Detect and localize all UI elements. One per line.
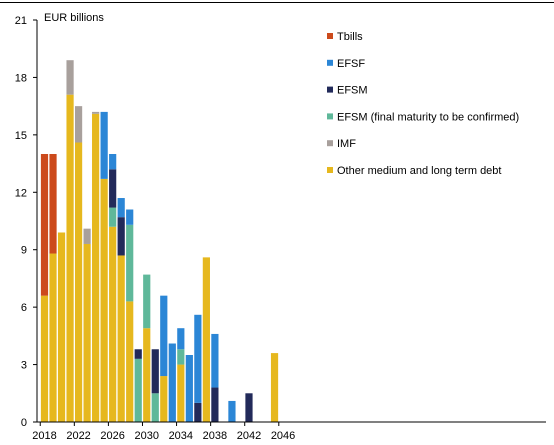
bar-2027-efsm [118, 217, 125, 255]
bar-2045-other-medium-and-long-term-debt [271, 353, 278, 422]
bar-2022-other-medium-and-long-term-debt [75, 143, 82, 422]
legend: Tbills EFSF EFSM EFSM (final maturity to be… [327, 31, 519, 177]
bar-2034-other-medium-and-long-term-debt [177, 365, 184, 422]
bar-2018-tbills [41, 154, 48, 296]
bar-2023-other-medium-and-long-term-debt [84, 244, 91, 422]
bar-2019-other-medium-and-long-term-debt [49, 254, 56, 422]
x-tick-label-2026: 2026 [100, 430, 124, 442]
legend-swatch-efsf [327, 60, 333, 66]
bar-2030-efsm-final-maturity-to-be-confirmed [143, 275, 150, 329]
y-tick-label-0: 0 [21, 417, 27, 429]
bar-2025-other-medium-and-long-term-debt [101, 179, 108, 422]
bar-2042-efsm [245, 393, 252, 422]
legend-label-other-medium-and-long-term-debt: Other medium and long term debt [337, 165, 501, 177]
y-tick-label-6: 6 [21, 302, 27, 314]
bars-layer [41, 60, 278, 422]
bar-2030-other-medium-and-long-term-debt [143, 328, 150, 422]
bar-2037-other-medium-and-long-term-debt [203, 257, 210, 422]
bar-2027-other-medium-and-long-term-debt [118, 255, 125, 422]
x-tick-label-2018: 2018 [32, 430, 56, 442]
legend-label-efsm-final-maturity-to-be-confirmed: EFSM (final maturity to be confirmed) [337, 111, 519, 123]
legend-swatch-imf [327, 140, 333, 146]
bar-2034-efsm-final-maturity-to-be-confirmed [177, 349, 184, 364]
bar-2026-efsm [109, 169, 116, 207]
x-tick-label-2046: 2046 [271, 430, 295, 442]
legend-swatch-other-medium-and-long-term-debt [327, 167, 333, 173]
bar-2028-other-medium-and-long-term-debt [126, 301, 133, 422]
bar-2026-efsm-final-maturity-to-be-confirmed [109, 208, 116, 227]
bar-2020-other-medium-and-long-term-debt [58, 232, 65, 422]
bar-2027-efsf [118, 198, 125, 217]
bar-2018-other-medium-and-long-term-debt [41, 296, 48, 422]
bar-2029-efsm [135, 349, 142, 359]
y-tick-label-15: 15 [15, 130, 27, 142]
x-tick-label-2022: 2022 [66, 430, 90, 442]
bar-2024-other-medium-and-long-term-debt [92, 114, 99, 422]
bar-2021-imf [66, 60, 73, 94]
legend-swatch-tbills [327, 33, 333, 39]
y-tick-label-18: 18 [15, 72, 27, 84]
bar-2019-tbills [49, 154, 56, 254]
x-tick-label-2034: 2034 [169, 430, 193, 442]
bar-2025-efsf [101, 112, 108, 179]
bar-2038-efsm [211, 388, 218, 422]
x-tick-label-2030: 2030 [134, 430, 158, 442]
bar-2028-efsm-final-maturity-to-be-confirmed [126, 225, 133, 302]
bar-2031-efsm-final-maturity-to-be-confirmed [152, 393, 159, 422]
bar-2036-efsm [194, 403, 201, 422]
bar-2021-other-medium-and-long-term-debt [66, 95, 73, 422]
bar-2035-efsf [186, 355, 193, 422]
bar-2024-imf [92, 112, 99, 114]
bar-2034-efsf [177, 328, 184, 349]
legend-label-tbills: Tbills [337, 31, 363, 43]
bar-2033-efsf [169, 344, 176, 422]
bar-2026-other-medium-and-long-term-debt [109, 227, 116, 422]
legend-label-efsf: EFSF [337, 58, 365, 70]
bar-2023-imf [84, 229, 91, 244]
bar-2040-efsf [228, 401, 235, 422]
bar-2032-efsf [160, 296, 167, 376]
y-axis-title: EUR billions [44, 12, 104, 24]
legend-swatch-efsm [327, 87, 333, 93]
x-tick-label-2038: 2038 [203, 430, 227, 442]
bar-2038-efsf [211, 334, 218, 388]
bar-2031-efsm [152, 349, 159, 393]
bar-2026-efsf [109, 154, 116, 169]
y-tick-label-21: 21 [15, 15, 27, 27]
bar-2036-efsf [194, 315, 201, 403]
bar-2028-efsf [126, 210, 133, 225]
y-tick-label-12: 12 [15, 187, 27, 199]
bar-2022-imf [75, 106, 82, 142]
legend-label-imf: IMF [337, 138, 356, 150]
legend-swatch-efsm-final-maturity-to-be-confirmed [327, 113, 333, 119]
x-tick-label-2042: 2042 [237, 430, 261, 442]
y-tick-label-9: 9 [21, 245, 27, 257]
legend-label-efsm: EFSM [337, 85, 368, 97]
bar-2029-efsm-final-maturity-to-be-confirmed [135, 359, 142, 422]
y-tick-label-3: 3 [21, 360, 27, 372]
bar-2032-other-medium-and-long-term-debt [160, 376, 167, 422]
